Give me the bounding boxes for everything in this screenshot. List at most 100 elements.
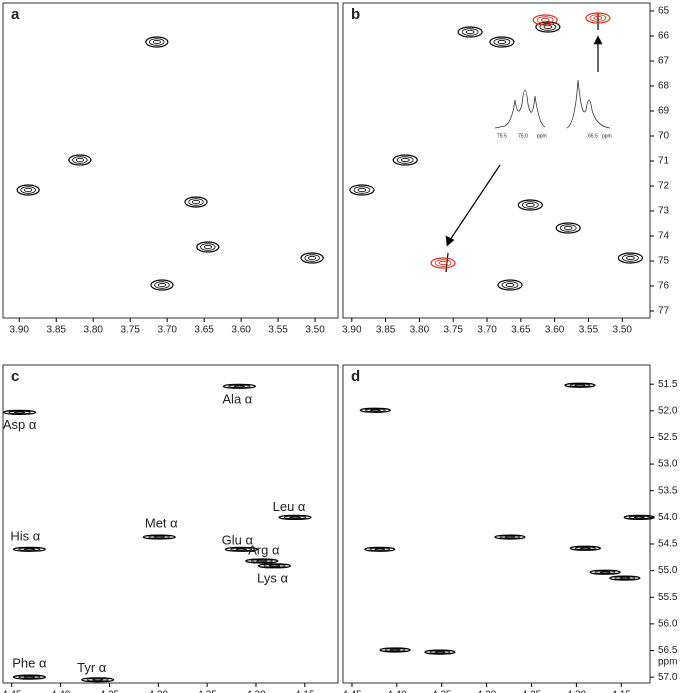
arrowhead xyxy=(445,235,455,247)
peak xyxy=(517,199,543,211)
contour-ring xyxy=(619,576,631,580)
x-tick-label: 3.70 xyxy=(477,325,497,336)
contour-ring xyxy=(493,38,511,46)
peak xyxy=(300,252,324,264)
contour-ring xyxy=(24,187,33,193)
contour-ring xyxy=(497,39,507,45)
peak-label: Ala α xyxy=(222,392,252,407)
peak xyxy=(364,546,396,552)
peak xyxy=(3,409,37,416)
x-tick-label: 4.25 xyxy=(522,690,542,693)
contour-ring xyxy=(540,17,550,23)
y-tick-label: 51.5 xyxy=(658,379,678,390)
contour-ring xyxy=(389,648,401,652)
contour-ring xyxy=(263,564,286,568)
x-tick-label: 4.45 xyxy=(342,690,362,693)
contour-ring xyxy=(8,410,31,415)
contour-ring xyxy=(228,384,251,389)
x-tick-label: 3.75 xyxy=(443,325,463,336)
contour-ring xyxy=(569,383,591,387)
x-tick-label: 4.15 xyxy=(612,690,632,693)
x-tick-label: 4.15 xyxy=(295,690,315,693)
y-tick-label: 56.0 xyxy=(658,619,678,630)
y-tick-label: 53.0 xyxy=(658,459,678,470)
y-tick-label: 73 xyxy=(658,206,670,217)
contour-ring xyxy=(86,678,109,682)
peak xyxy=(257,563,292,569)
contour-ring xyxy=(429,650,451,654)
contour-ring xyxy=(614,576,636,580)
x-tick-label: 3.65 xyxy=(511,325,531,336)
peak-label: Arg α xyxy=(248,542,280,557)
x-tick-label: 3.75 xyxy=(120,325,140,336)
contour-ring xyxy=(203,244,212,250)
contour-ring xyxy=(200,243,216,251)
peak xyxy=(569,545,601,551)
contour-ring xyxy=(559,224,577,232)
x-tick-label: 4.35 xyxy=(100,690,120,693)
x-tick-label: 3.50 xyxy=(613,325,633,336)
contour-ring xyxy=(579,547,591,550)
x-tick-label: 3.65 xyxy=(194,325,214,336)
peak xyxy=(589,569,621,575)
peak xyxy=(12,674,46,680)
peak xyxy=(535,21,561,33)
peak xyxy=(457,26,483,38)
y-tick-label: 52.0 xyxy=(658,405,678,416)
contour-ring xyxy=(188,198,204,206)
peak xyxy=(142,534,176,540)
contour-ring xyxy=(304,254,320,262)
contour-ring xyxy=(23,548,36,551)
contour-ring xyxy=(589,14,607,22)
peak-label: Met α xyxy=(145,515,178,530)
contour-ring xyxy=(539,23,557,31)
contour-ring xyxy=(374,548,386,551)
contour-ring xyxy=(289,516,301,519)
y-tick-label: 66 xyxy=(658,31,670,42)
contour-ring xyxy=(594,570,616,574)
y-tick-label: 56.5 xyxy=(658,645,678,656)
contour-ring xyxy=(369,547,391,552)
contour-ring xyxy=(149,38,165,46)
x-tick-label: 4.20 xyxy=(567,690,587,693)
peak xyxy=(222,383,256,389)
contour-ring xyxy=(20,186,36,194)
peak xyxy=(555,222,581,234)
x-tick-label: 4.40 xyxy=(387,690,407,693)
y-tick-label: 54.5 xyxy=(658,539,678,550)
x-tick-label: 3.80 xyxy=(410,325,430,336)
contour-ring xyxy=(230,547,253,552)
y-tick-label: 54.0 xyxy=(658,512,678,523)
contour-ring xyxy=(574,546,596,550)
inset-label: 75.5 xyxy=(497,133,507,139)
contour-ring xyxy=(157,282,167,288)
contour-ring xyxy=(628,515,650,520)
peak-label: Leu α xyxy=(273,499,306,514)
panel-letter: d xyxy=(351,368,360,385)
contour-ring xyxy=(525,202,535,208)
x-tick-label: 3.55 xyxy=(268,325,288,336)
contour-ring xyxy=(621,254,639,262)
contour-ring xyxy=(250,559,273,563)
y-tick-label: 70 xyxy=(658,131,670,142)
contour-ring xyxy=(465,29,475,35)
y-tick-label: 67 xyxy=(658,56,670,67)
contour-ring xyxy=(563,225,573,231)
peak xyxy=(68,154,92,166)
y-tick-label: 71 xyxy=(658,156,670,167)
y-axis-label: ppm xyxy=(658,657,677,668)
peak xyxy=(532,14,558,26)
arrow xyxy=(449,164,501,241)
peak xyxy=(623,514,655,520)
x-tick-label: 3.85 xyxy=(47,325,67,336)
panel-letter: b xyxy=(351,6,360,23)
x-tick-label: 4.30 xyxy=(149,690,169,693)
inset-spectrum xyxy=(494,89,546,129)
peak xyxy=(489,36,515,48)
peak xyxy=(359,407,391,413)
contour-ring xyxy=(268,564,281,567)
inset-spectrum xyxy=(566,79,611,129)
peak-label: Lys α xyxy=(257,570,288,585)
contour-ring xyxy=(461,28,479,36)
